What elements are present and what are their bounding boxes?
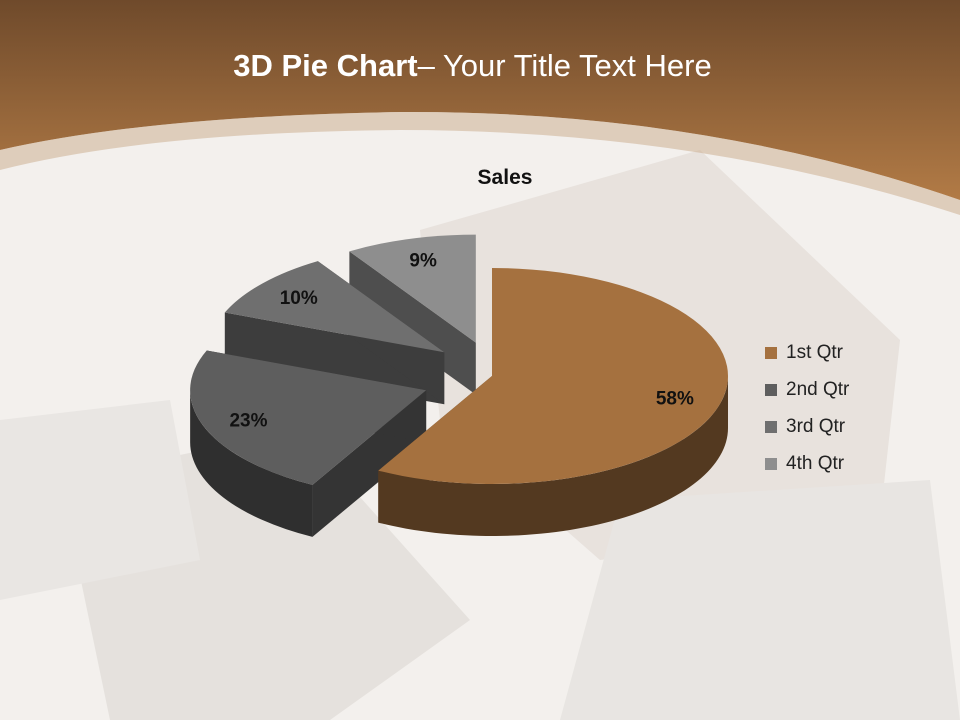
legend-swatch: [765, 383, 777, 396]
legend-swatch: [765, 346, 777, 359]
pie-slice-wall: [224, 312, 445, 405]
pie-slice-side: [378, 376, 728, 536]
pie-slice-3: [224, 261, 445, 353]
data-label: 58%: [656, 388, 694, 409]
legend-item-4: 4th Qtr: [765, 445, 849, 482]
chart-title: Sales: [477, 166, 533, 189]
legend-item-3: 3rd Qtr: [765, 408, 849, 445]
data-label: 23%: [229, 410, 267, 431]
header-arc: [0, 111, 960, 215]
slide-title: 3D Pie Chart– Your Title Text Here: [233, 48, 712, 83]
data-label: 9%: [409, 251, 437, 272]
pie-slice-1: [378, 268, 728, 484]
pie-slice-side: [190, 390, 313, 537]
header-band: [0, 0, 960, 200]
pie-slice-2: [190, 350, 427, 485]
data-label: 10%: [280, 288, 318, 309]
legend-item-2: 2nd Qtr: [765, 371, 849, 408]
pie-slice-4: [349, 234, 476, 343]
legend-item-1: 1st Qtr: [765, 334, 849, 371]
legend: 1st Qtr 2nd Qtr 3rd Qtr 4th Qtr: [765, 334, 849, 482]
legend-swatch: [765, 420, 777, 433]
legend-swatch: [765, 457, 777, 470]
